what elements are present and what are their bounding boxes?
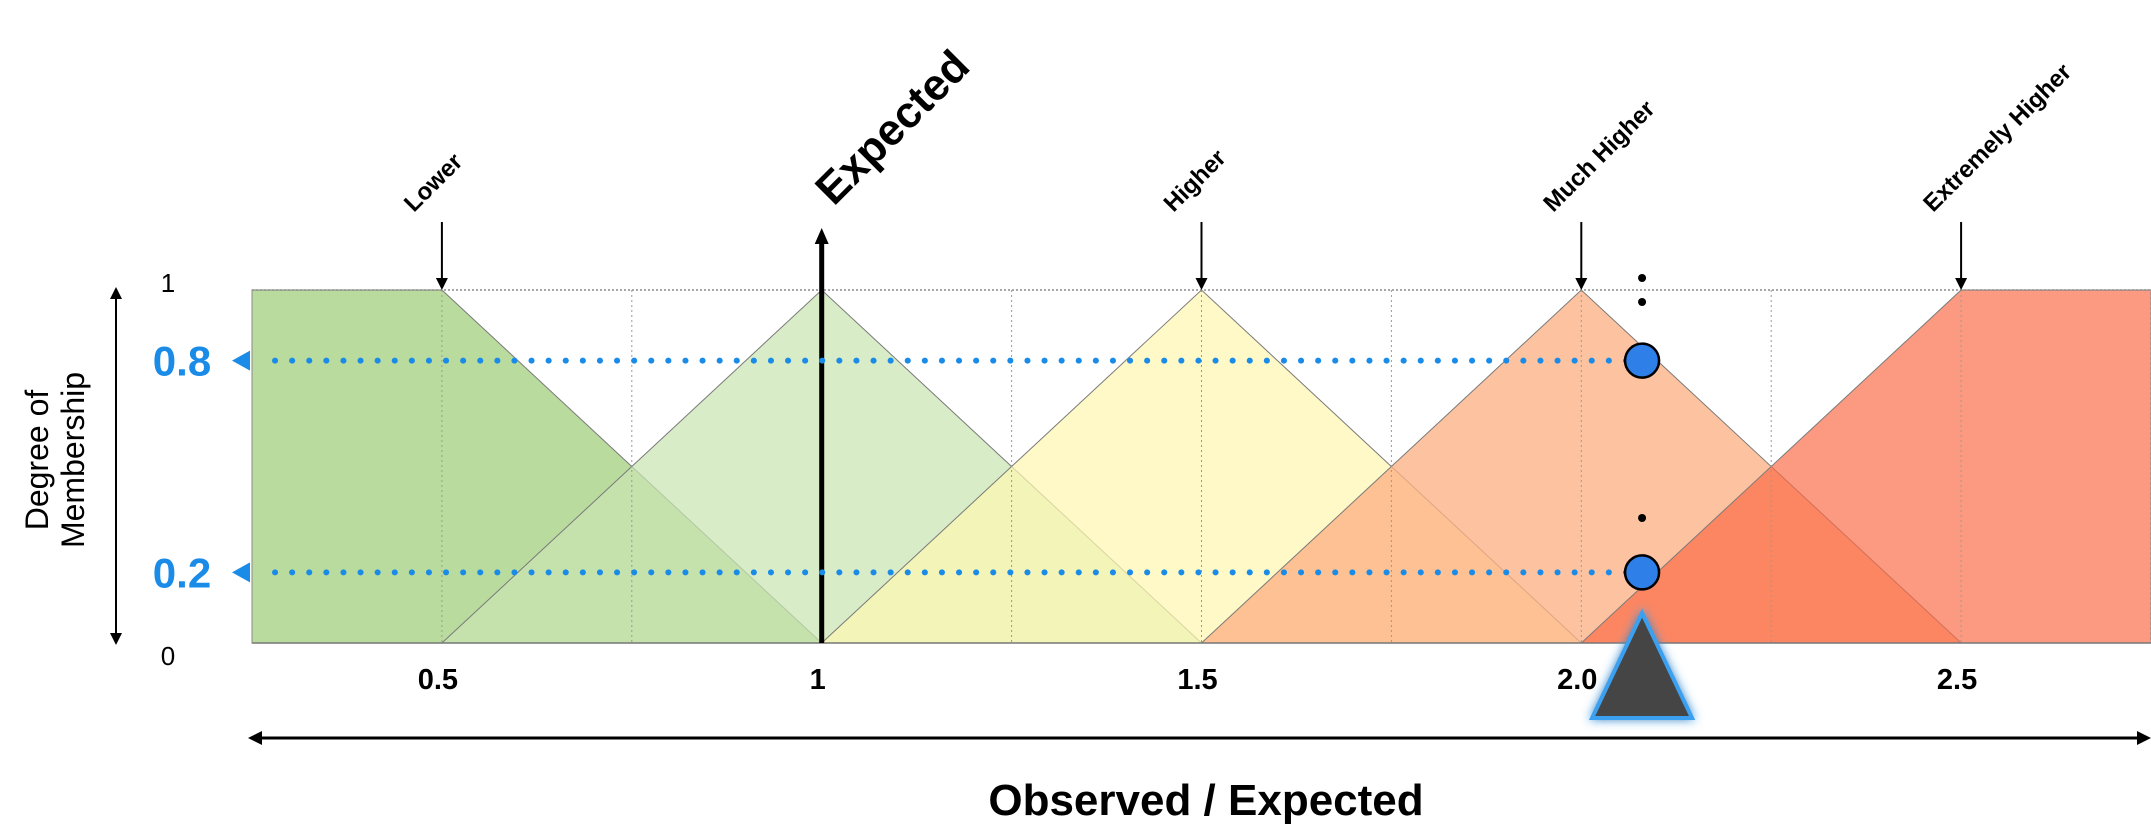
membership-label: 0.8	[153, 338, 211, 385]
y-axis-arrow-top	[110, 287, 122, 299]
x-tick-labels: 0.5 1 1.5 2.0 2.5	[418, 664, 1978, 696]
peak-arrowhead	[1195, 278, 1208, 290]
x-axis-arrow-right	[2137, 731, 2151, 745]
y-axis-title-line-2: Membership	[55, 372, 91, 548]
y-axis: 1 0 Degree of Membership	[19, 268, 175, 671]
expected-arrowhead	[814, 228, 829, 244]
membership-point	[1623, 342, 1661, 379]
peak-arrowhead	[1955, 278, 1968, 290]
x-axis-title: Observed / Expected	[988, 776, 1423, 825]
membership-point	[1623, 554, 1661, 591]
y-tick-top: 1	[161, 268, 175, 298]
y-axis-title: Degree of Membership	[19, 372, 91, 548]
x-tick-label: 2.0	[1557, 664, 1597, 696]
x-axis-arrow-left	[248, 731, 262, 745]
y-tick-bottom: 0	[161, 641, 175, 671]
set-label: Much Higher	[1538, 95, 1660, 217]
x-tick-label: 1	[810, 664, 826, 696]
set-labels: Lower Higher Much Higher Extremely Higher	[399, 59, 2077, 290]
x-tick-label: 1.5	[1177, 664, 1217, 696]
ellipsis-dot	[1638, 274, 1647, 282]
membership-levels: 0.8 0.2	[153, 338, 1630, 596]
expected-label: Expected	[806, 41, 979, 214]
x-tick-label: 2.5	[1937, 664, 1977, 696]
membership-label: 0.2	[153, 549, 211, 596]
peak-arrowhead	[1575, 278, 1588, 290]
set-label: Higher	[1159, 144, 1232, 217]
ellipsis-dot	[1638, 514, 1647, 522]
set-label: Lower	[399, 148, 468, 217]
observed-markers	[1588, 274, 1696, 720]
y-axis-title-line-1: Degree of	[19, 390, 55, 531]
y-axis-arrow-bottom	[110, 633, 122, 645]
observed-pointer	[1588, 608, 1696, 720]
membership-arrowhead	[232, 562, 250, 583]
peak-arrowhead	[435, 278, 448, 290]
x-tick-label: 0.5	[418, 664, 458, 696]
set-label: Extremely Higher	[1918, 59, 2077, 218]
x-axis-arrow	[248, 731, 2151, 745]
ellipsis-dot	[1638, 298, 1647, 306]
membership-arrowhead	[232, 350, 250, 371]
